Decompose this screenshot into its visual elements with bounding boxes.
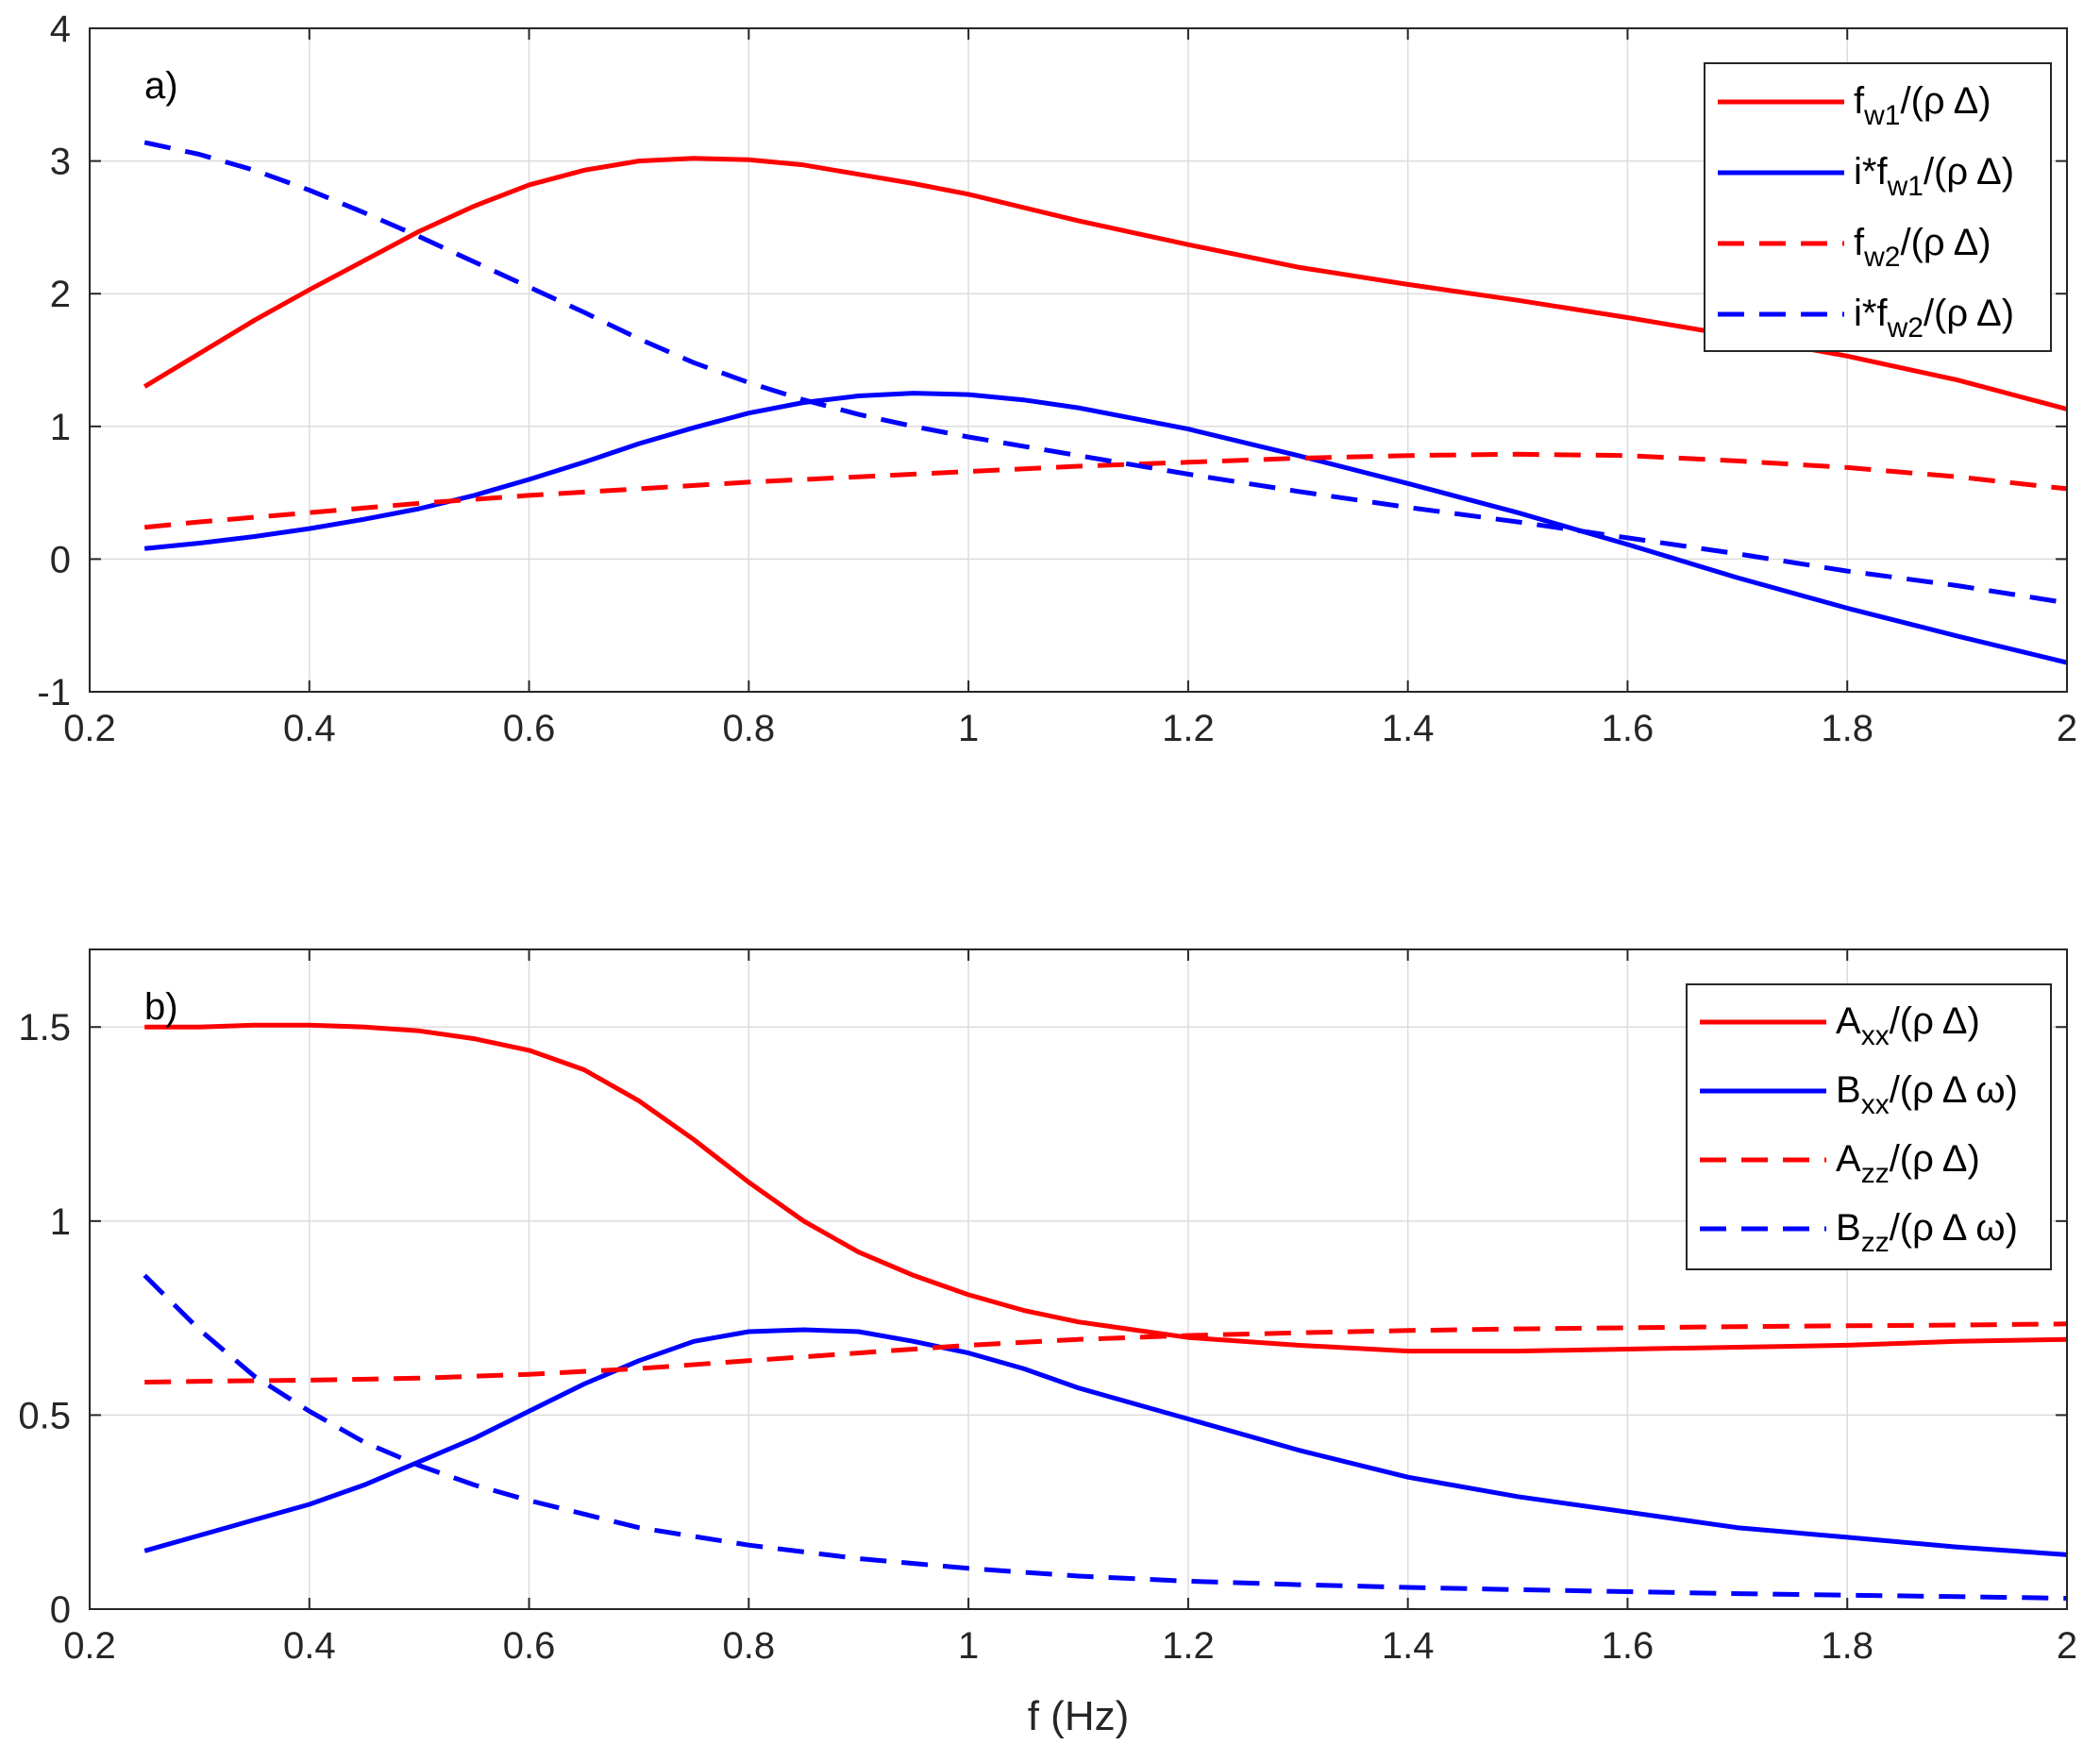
panel-a-y-tick-label: 0 bbox=[50, 539, 71, 580]
panel-b-panel-label: b) bbox=[144, 986, 178, 1028]
panel-a-x-tick-label: 0.4 bbox=[283, 708, 336, 749]
panel-b-legend-entry: Azz/(ρ Δ) bbox=[1836, 1138, 1980, 1189]
panel-b-y-tick-label: 0 bbox=[50, 1589, 71, 1631]
panel-a-series-line bbox=[143, 451, 2068, 530]
panel-b-x-tick-label: 0.6 bbox=[503, 1625, 556, 1667]
panel-b-series-line bbox=[144, 1321, 2068, 1384]
panel-b-y-tick-label: 1 bbox=[50, 1201, 71, 1243]
panel-b-legend-entry: Axx/(ρ Δ) bbox=[1836, 1000, 1980, 1051]
panel-a-chart: 0.2 0.4 0.6 0.8 1 1.2 1.4 1.6 1.8 2 -1 0 1 2 3 4 a) fw1/(… bbox=[37, 8, 2077, 749]
panel-a-y-tick-label: 4 bbox=[50, 8, 71, 50]
panel-b-x-tick-label: 1.2 bbox=[1162, 1625, 1215, 1667]
panel-b-series-line bbox=[143, 1327, 2068, 1557]
panel-a-panel-label: a) bbox=[144, 65, 178, 107]
panel-a-y-tick-label: 3 bbox=[50, 142, 71, 183]
panel-b-x-tick-label: 2 bbox=[2057, 1625, 2077, 1667]
panel-b-x-axis-title: f (Hz) bbox=[1028, 1693, 1130, 1739]
panel-b-x-tick-label: 1.6 bbox=[1602, 1625, 1655, 1667]
panel-a-series-line bbox=[143, 156, 2068, 411]
panel-a-x-tick-label: 1.4 bbox=[1382, 708, 1435, 749]
panel-a-legend-entry: i*fw1/(ρ Δ) bbox=[1854, 151, 2014, 202]
panel-b-chart: 0.2 0.4 0.6 0.8 1 1.2 1.4 1.6 1.8 2 0 0.5 1 1.5 b) f (H… bbox=[18, 948, 2077, 1739]
panel-b-x-tick-label: 1.4 bbox=[1382, 1625, 1435, 1667]
panel-b-x-tick-label: 1 bbox=[958, 1625, 979, 1667]
panel-a-x-tick-label: 1.2 bbox=[1162, 708, 1215, 749]
panel-a-x-tick-label: 1.8 bbox=[1821, 708, 1873, 749]
panel-a-x-tick-label: 1 bbox=[958, 708, 979, 749]
panel-b-legend: Axx/(ρ Δ) Bxx/(ρ Δ ω) Azz/(ρ Δ) Bzz/(ρ Δ ω) bbox=[1686, 983, 2052, 1270]
panel-b-x-tick-label: 1.8 bbox=[1821, 1625, 1873, 1667]
panel-b-legend-entry: Bzz/(ρ Δ ω) bbox=[1836, 1207, 2018, 1258]
panel-b-y-tick-label: 1.5 bbox=[18, 1007, 71, 1049]
panel-a-x-tick-label: 2 bbox=[2057, 708, 2077, 749]
panel-b-y-tick-label: 0.5 bbox=[18, 1395, 71, 1436]
panel-b-series-line bbox=[144, 1022, 2068, 1354]
panel-a-axes-frame bbox=[89, 27, 2068, 693]
panel-b-x-tick-label: 0.2 bbox=[63, 1625, 116, 1667]
panel-a-y-tick-label: 2 bbox=[50, 274, 71, 315]
panel-b-x-tick-label: 0.8 bbox=[723, 1625, 776, 1667]
panel-a-legend-entry: fw2/(ρ Δ) bbox=[1854, 222, 1991, 273]
panel-a-x-tick-label: 1.6 bbox=[1602, 708, 1655, 749]
panel-a-legend-box bbox=[1704, 62, 2052, 352]
panel-b-series-line bbox=[143, 1273, 2068, 1601]
panel-a-x-tick-label: 0.2 bbox=[63, 708, 116, 749]
panel-b-x-tick-label: 0.4 bbox=[283, 1625, 336, 1667]
panel-b-legend-entry: Bxx/(ρ Δ ω) bbox=[1836, 1069, 2018, 1120]
panel-a-y-tick-label: 1 bbox=[50, 407, 71, 448]
panel-a-x-tick-label: 0.6 bbox=[503, 708, 556, 749]
panel-b-legend-box bbox=[1686, 983, 2052, 1270]
panel-a-legend-entry: fw1/(ρ Δ) bbox=[1854, 80, 1991, 131]
panel-a-legend: fw1/(ρ Δ) i*fw1/(ρ Δ) fw2/(ρ Δ) i*fw2/(ρ Δ) bbox=[1704, 62, 2052, 352]
panel-a-x-tick-label: 0.8 bbox=[723, 708, 776, 749]
panel-b-axes-frame bbox=[89, 948, 2068, 1610]
panel-a-legend-entry: i*fw2/(ρ Δ) bbox=[1854, 293, 2014, 344]
panel-a-y-tick-label: -1 bbox=[37, 672, 71, 713]
